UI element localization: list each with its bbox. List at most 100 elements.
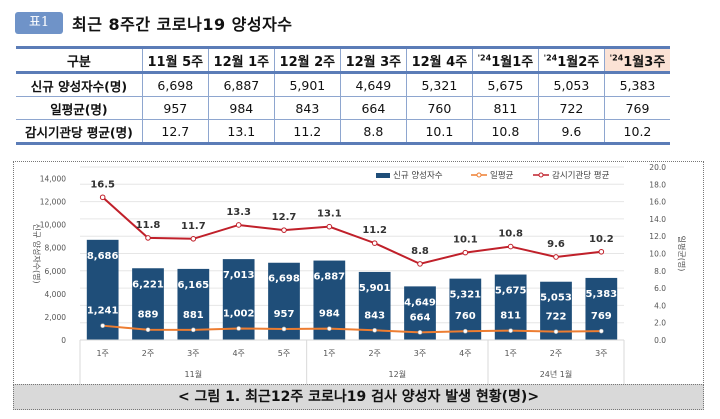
y-tick-label-right: 10.0 — [649, 250, 666, 259]
x-group-label: 11월 — [185, 369, 203, 379]
row-label: 신규 양성자수(명) — [16, 72, 143, 97]
table-cell: 10.1 — [405, 119, 473, 144]
column-label: 1월3주 — [623, 54, 666, 70]
y-tick-label-right: 18.0 — [649, 180, 666, 189]
legend-marker — [538, 172, 544, 178]
table-cell: 6,698 — [141, 72, 209, 97]
table-cell: 5,053 — [537, 72, 605, 97]
table-cell: 843 — [273, 96, 341, 120]
line-point — [462, 249, 469, 256]
line-series-daily-average — [102, 324, 602, 334]
bar-data-label: 5,053 — [540, 293, 572, 304]
bar-data-label: 6,221 — [132, 279, 164, 290]
table-cell: 760 — [405, 96, 473, 120]
line-point — [326, 223, 333, 230]
legend-swatch-bar — [376, 173, 390, 178]
y-axis-title-left: 신규 양성자수(명) — [32, 223, 42, 283]
table-cell: 5,901 — [273, 72, 341, 97]
table-cell: 6,887 — [207, 72, 275, 97]
y-tick-label-left: 4,000 — [45, 290, 67, 299]
y-tick-label-left: 6,000 — [45, 267, 67, 276]
column-header: 12월 3주 — [339, 47, 407, 73]
bar-data-label: 5,383 — [586, 289, 618, 300]
chart-container: 0 2,000 4,000 6,000 8,000 10,000 12,000 14,000 0… — [13, 161, 704, 385]
line-data-label: 11.2 — [362, 225, 387, 236]
line-data-label: 11.7 — [181, 221, 206, 232]
x-tick-label: 4주 — [459, 349, 471, 358]
column-header: 11월 5주 — [141, 47, 209, 73]
column-header: 12월 2주 — [273, 47, 341, 73]
year-prefix: '24 — [477, 53, 492, 63]
line-data-label: 760 — [455, 311, 476, 322]
x-tick-label: 5주 — [278, 349, 290, 358]
table-cell: 769 — [603, 96, 670, 120]
line-point — [599, 328, 604, 334]
line-point — [598, 248, 605, 255]
x-tick-label: 1주 — [96, 349, 108, 358]
line-point — [553, 329, 559, 334]
bar — [86, 239, 119, 340]
y-tick-label-left: 2,000 — [45, 313, 67, 322]
legend-label: 일평균 — [490, 170, 514, 181]
line-data-label: 1,241 — [87, 306, 119, 317]
row-label: 감시기관당 평균(명) — [16, 119, 143, 144]
legend-marker — [476, 172, 482, 178]
line-point — [507, 243, 514, 250]
year-prefix: '24 — [543, 53, 558, 63]
year-prefix: '24 — [609, 53, 624, 63]
figure-caption: < 그림 1. 최근12주 코로나19 검사 양성자 발생 현황(명)> — [13, 384, 704, 410]
column-header: '241월1주 — [471, 47, 539, 73]
y-tick-label-right: 0.0 — [654, 336, 666, 345]
bar-data-label: 6,165 — [178, 280, 210, 291]
table-row: 일평균(명) 957 984 843 664 760 811 722 769 — [16, 96, 670, 120]
line-data-label: 9.6 — [547, 239, 565, 250]
line-data-label: 8.8 — [411, 246, 429, 257]
table-cell: 11.2 — [273, 119, 341, 144]
bar-data-label: 7,013 — [223, 270, 255, 281]
bar-data-label: 8,686 — [87, 251, 119, 262]
line-data-label: 881 — [183, 310, 204, 321]
table-cell: 664 — [339, 96, 407, 120]
line-point — [100, 323, 105, 328]
y-tick-label-left: 14,000 — [40, 175, 66, 184]
x-tick-label: 4주 — [232, 349, 244, 358]
line-point — [191, 327, 196, 333]
summary-table: 구분 11월 5주 12월 1주 12월 2주 12월 3주 12월 4주 '2… — [16, 46, 670, 145]
legend-label: 감시기관당 평균 — [552, 170, 610, 181]
line-point — [235, 222, 242, 228]
line-point — [417, 261, 423, 267]
column-header-highlighted: '241월3주 — [603, 47, 670, 73]
line-point — [145, 327, 151, 333]
line-data-label: 769 — [591, 311, 612, 322]
y-tick-label-right: 6.0 — [654, 284, 666, 293]
line-data-label: 16.5 — [90, 179, 115, 190]
line-point — [372, 327, 377, 333]
bar-data-label: 5,321 — [450, 290, 482, 301]
x-tick-label: 3주 — [187, 349, 199, 358]
table-cell: 8.8 — [339, 119, 407, 144]
column-header: '241월2주 — [537, 47, 605, 73]
bar-data-label: 5,675 — [495, 286, 527, 297]
y-axis-title-right: 일평균(명) — [677, 236, 687, 272]
line-data-label: 13.3 — [226, 207, 251, 218]
table-badge: 표1 — [15, 12, 63, 34]
line-point — [508, 328, 513, 333]
line-data-label: 12.7 — [272, 212, 297, 223]
line-point — [145, 235, 151, 241]
table-cell: 5,675 — [471, 72, 539, 97]
y-tick-label-right: 2.0 — [654, 319, 666, 328]
table-cell: 10.2 — [603, 119, 670, 144]
column-header: 12월 4주 — [405, 47, 473, 73]
line-data-label: 889 — [138, 310, 159, 321]
column-header: 구분 — [16, 47, 143, 73]
line-data-label: 957 — [274, 309, 295, 320]
table-cell: 5,383 — [603, 72, 670, 97]
table-cell: 722 — [537, 96, 605, 120]
x-tick-label: 3주 — [595, 349, 607, 358]
line-point — [371, 240, 378, 246]
x-tick-label: 1주 — [504, 349, 516, 358]
line-point — [327, 326, 332, 331]
line-data-label: 11.8 — [136, 220, 161, 231]
table-cell: 811 — [471, 96, 539, 120]
y-tick-label-left: 0 — [61, 336, 66, 345]
